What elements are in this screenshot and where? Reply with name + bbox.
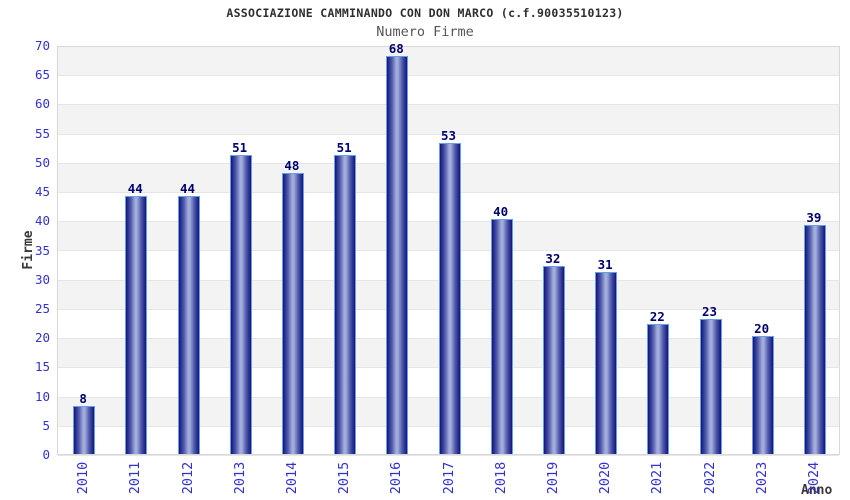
bar-2012 bbox=[177, 195, 200, 454]
bar-2023 bbox=[751, 336, 774, 454]
value-label-2019: 32 bbox=[545, 251, 561, 267]
x-tick-2016: 2016 bbox=[388, 461, 405, 495]
x-tick-2021: 2021 bbox=[649, 461, 666, 495]
y-tick-5: 5 bbox=[42, 417, 50, 433]
y-tick-45: 45 bbox=[34, 184, 50, 200]
value-label-2023: 20 bbox=[754, 321, 770, 337]
chart-subtitle: Numero Firme bbox=[376, 24, 474, 40]
y-tick-35: 35 bbox=[34, 242, 50, 258]
value-label-2011: 44 bbox=[127, 180, 143, 196]
x-tick-2011: 2011 bbox=[127, 461, 144, 495]
x-tick-2010: 2010 bbox=[75, 461, 92, 495]
bar-2016 bbox=[386, 55, 409, 454]
bar-2011 bbox=[125, 195, 148, 454]
y-tick-30: 30 bbox=[34, 271, 50, 287]
bar-2013 bbox=[229, 155, 252, 454]
y-tick-10: 10 bbox=[34, 388, 50, 404]
x-tick-2024: 2024 bbox=[805, 461, 822, 495]
value-label-2013: 51 bbox=[232, 140, 248, 155]
value-label-2010: 8 bbox=[79, 391, 87, 407]
value-label-2017: 53 bbox=[440, 128, 457, 144]
value-label-2024: 39 bbox=[806, 210, 822, 226]
y-tick-55: 55 bbox=[34, 125, 50, 141]
value-label-2021: 22 bbox=[649, 309, 665, 325]
value-label-2012: 44 bbox=[179, 180, 196, 196]
bar-2020 bbox=[595, 271, 618, 454]
y-tick-50: 50 bbox=[34, 154, 50, 170]
x-tick-2014: 2014 bbox=[283, 461, 300, 495]
x-tick-2019: 2019 bbox=[544, 461, 561, 495]
y-tick-20: 20 bbox=[34, 330, 50, 346]
value-label-2018: 40 bbox=[493, 204, 509, 220]
chart-title: ASSOCIAZIONE CAMMINANDO CON DON MARCO (c… bbox=[226, 6, 624, 20]
bar-2019 bbox=[542, 266, 565, 454]
x-tick-2020: 2020 bbox=[597, 461, 614, 495]
value-label-2020: 31 bbox=[597, 256, 613, 272]
y-tick-0: 0 bbox=[42, 447, 50, 462]
x-tick-2015: 2015 bbox=[336, 461, 353, 495]
value-label-2014: 48 bbox=[284, 157, 300, 173]
bar-2015 bbox=[334, 155, 357, 454]
x-tick-2017: 2017 bbox=[440, 461, 457, 495]
y-tick-25: 25 bbox=[34, 300, 50, 316]
y-tick-65: 65 bbox=[34, 67, 50, 83]
bar-2010 bbox=[73, 406, 96, 454]
bar-2022 bbox=[699, 318, 722, 454]
y-tick-70: 70 bbox=[34, 38, 50, 53]
bar-2017 bbox=[438, 143, 461, 454]
x-tick-2023: 2023 bbox=[753, 461, 770, 495]
x-tick-2012: 2012 bbox=[179, 461, 196, 495]
x-axis-title: Anno bbox=[801, 483, 833, 498]
x-tick-2018: 2018 bbox=[492, 461, 509, 495]
bar-2014 bbox=[281, 172, 304, 454]
x-tick-2022: 2022 bbox=[701, 461, 718, 495]
plot-area bbox=[57, 46, 840, 456]
value-label-2022: 23 bbox=[701, 303, 718, 319]
y-tick-40: 40 bbox=[34, 213, 50, 229]
grid-band bbox=[58, 105, 839, 135]
grid-band bbox=[58, 76, 839, 106]
y-tick-15: 15 bbox=[34, 359, 50, 375]
value-label-2015: 51 bbox=[336, 140, 352, 155]
bar-2018 bbox=[490, 219, 513, 454]
y-tick-60: 60 bbox=[34, 96, 50, 112]
x-tick-2013: 2013 bbox=[231, 461, 248, 495]
grid-band bbox=[58, 427, 839, 456]
bar-2021 bbox=[647, 324, 670, 454]
grid-band bbox=[58, 47, 839, 77]
value-label-2016: 68 bbox=[388, 40, 404, 56]
bar-2024 bbox=[803, 225, 826, 454]
